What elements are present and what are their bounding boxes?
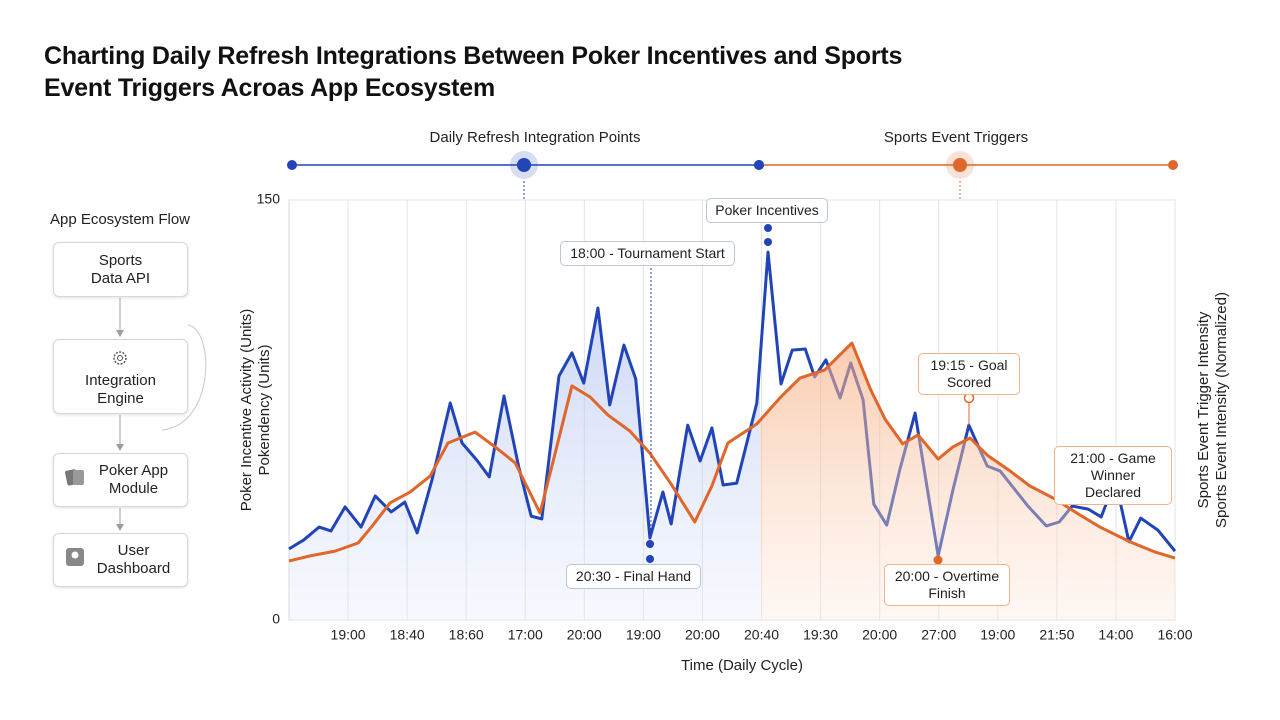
- x-axis-label: Time (Daily Cycle): [681, 657, 803, 674]
- flow-step-label: Integration Engine: [85, 371, 156, 407]
- annotation-dot: [646, 540, 654, 548]
- annotation: 18:00 - Tournament Start: [560, 241, 735, 266]
- x-tick-label: 18:60: [449, 627, 484, 643]
- legend-dot: [1168, 160, 1178, 170]
- y-axis-label: Poker Incentive Activity (Units): [238, 309, 255, 512]
- legend-dot: [754, 160, 764, 170]
- flow-step: Integration Engine: [53, 339, 188, 414]
- flow-step-label: Sports Data API: [90, 251, 151, 287]
- annotation-dot: [764, 238, 772, 246]
- x-tick-label: 18:40: [390, 627, 425, 643]
- legend-label: Sports Event Triggers: [884, 129, 1028, 146]
- flow-title: App Ecosystem Flow: [50, 211, 190, 228]
- annotation: 21:00 - Game Winner Declared: [1054, 446, 1172, 505]
- x-tick-label: 19:00: [980, 627, 1015, 643]
- x-tick-label: 19:00: [331, 627, 366, 643]
- x-tick-label: 27:00: [921, 627, 956, 643]
- y-tick-label: 150: [257, 191, 281, 207]
- area: [289, 308, 760, 620]
- x-tick-label: 17:00: [508, 627, 543, 643]
- annotation-dot: [764, 224, 772, 232]
- line: [288, 341, 1176, 563]
- x-tick-label: 20:00: [567, 627, 602, 643]
- x-tick-label: 20:00: [862, 627, 897, 643]
- legend-icon: [953, 158, 967, 172]
- x-tick-label: 14:00: [1098, 627, 1133, 643]
- x-tick-label: 20:40: [744, 627, 779, 643]
- line: [288, 250, 1177, 558]
- y2-axis-label: Sports Event Intensity (Normalized): [1213, 292, 1230, 528]
- y-tick-label: 0: [272, 611, 280, 627]
- area: [760, 343, 1175, 620]
- legend-dot: [287, 160, 297, 170]
- legend-icon: [517, 158, 531, 172]
- x-tick-label: 21:50: [1039, 627, 1074, 643]
- flow-step-label: Poker App Module: [98, 462, 169, 497]
- y2-axis-label: Sports Event Trigger Intensity: [1195, 311, 1212, 508]
- annotation: 19:15 - Goal Scored: [918, 353, 1020, 395]
- annotation: Poker Incentives: [706, 198, 828, 223]
- flow-step-label: User Dashboard: [96, 542, 171, 577]
- legend-dot: [754, 160, 764, 170]
- legend-label: Daily Refresh Integration Points: [430, 129, 641, 146]
- annotation: 20:30 - Final Hand: [566, 564, 701, 589]
- x-tick-label: 19:00: [626, 627, 661, 643]
- legend-icon-halo: [510, 151, 538, 179]
- annotation-dot: [646, 555, 654, 563]
- legend-icon-halo: [946, 151, 974, 179]
- x-tick-label: 19:30: [803, 627, 838, 643]
- flow-step: Sports Data API: [53, 242, 188, 297]
- annotation: 20:00 - Overtime Finish: [884, 564, 1010, 606]
- x-tick-label: 20:00: [685, 627, 720, 643]
- flow-step: Poker App Module: [53, 453, 188, 507]
- y-axis-label: Pokendency (Units): [256, 345, 273, 476]
- title: Charting Daily Refresh Integrations Betw…: [44, 42, 903, 102]
- flow-step: User Dashboard: [53, 533, 188, 587]
- x-tick-label: 16:00: [1157, 627, 1192, 643]
